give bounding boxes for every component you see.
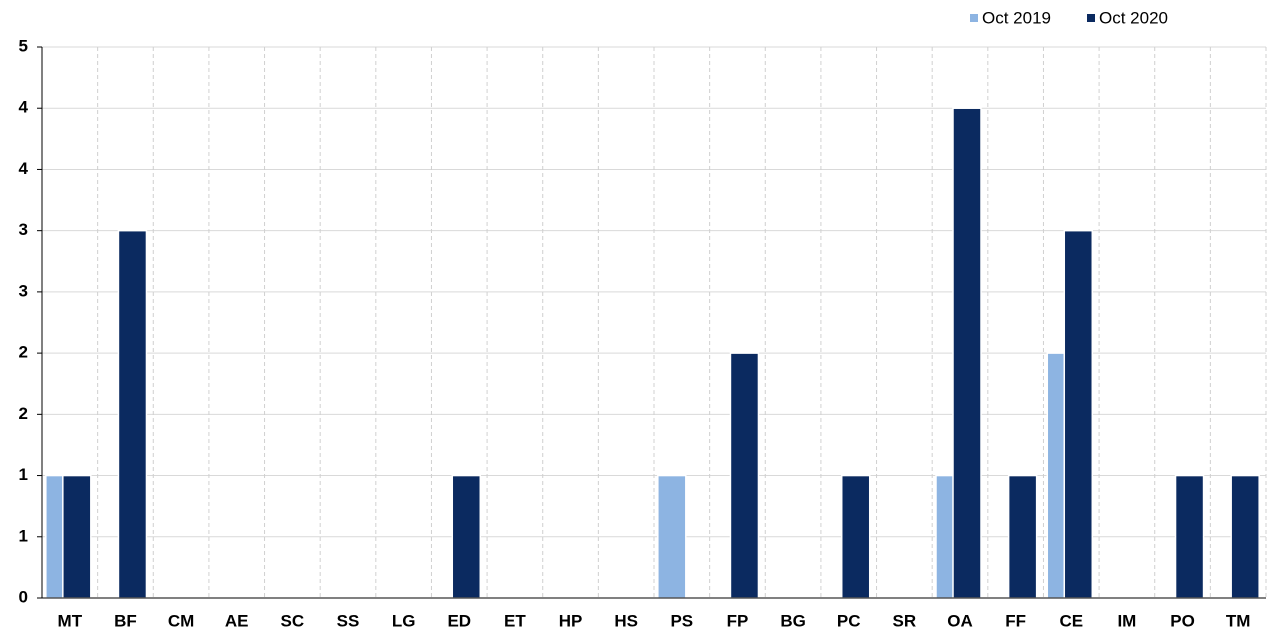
bar	[840, 474, 871, 599]
x-tick-label: FF	[1005, 611, 1026, 630]
y-tick-label: 2	[19, 404, 28, 423]
x-tick-label: IM	[1117, 611, 1136, 630]
bar	[657, 474, 687, 599]
x-tick-label: HS	[614, 611, 638, 630]
y-tick-label: 3	[19, 220, 28, 239]
legend-label: Oct 2019	[982, 8, 1051, 27]
x-tick-label: ED	[447, 611, 471, 630]
x-tick-label: BG	[780, 611, 806, 630]
x-tick-label: BF	[114, 611, 137, 630]
bar	[729, 352, 760, 599]
x-tick-label: PC	[837, 611, 861, 630]
x-tick-label: OA	[947, 611, 973, 630]
legend-swatch	[1087, 14, 1095, 22]
bar	[451, 474, 482, 599]
bar	[1063, 229, 1094, 599]
y-tick-label: 4	[19, 159, 29, 178]
bar	[1230, 474, 1260, 599]
x-tick-label: LG	[392, 611, 416, 630]
legend-label: Oct 2020	[1099, 8, 1168, 27]
y-tick-label: 0	[19, 587, 28, 606]
x-tick-label: SC	[281, 611, 305, 630]
bar	[1174, 474, 1205, 599]
y-tick-label: 3	[19, 281, 28, 300]
x-tick-label: TM	[1226, 611, 1251, 630]
bar	[62, 474, 92, 599]
x-tick-label: SS	[337, 611, 360, 630]
y-tick-label: 1	[19, 465, 28, 484]
bar	[952, 107, 982, 599]
y-tick-label: 2	[19, 343, 28, 362]
x-tick-label: CM	[168, 611, 194, 630]
y-tick-label: 4	[19, 98, 29, 117]
x-tick-label: MT	[58, 611, 83, 630]
x-tick-label: HP	[559, 611, 583, 630]
bar	[117, 229, 148, 599]
x-tick-label: ET	[504, 611, 526, 630]
legend-swatch	[970, 14, 978, 22]
x-tick-label: SR	[893, 611, 917, 630]
bar	[1007, 474, 1038, 599]
x-tick-label: CE	[1059, 611, 1083, 630]
x-tick-label: AE	[225, 611, 249, 630]
x-tick-label: PS	[670, 611, 693, 630]
y-tick-label: 1	[19, 526, 28, 545]
x-tick-label: FP	[727, 611, 749, 630]
x-tick-label: PO	[1170, 611, 1195, 630]
y-tick-label: 5	[19, 36, 28, 55]
